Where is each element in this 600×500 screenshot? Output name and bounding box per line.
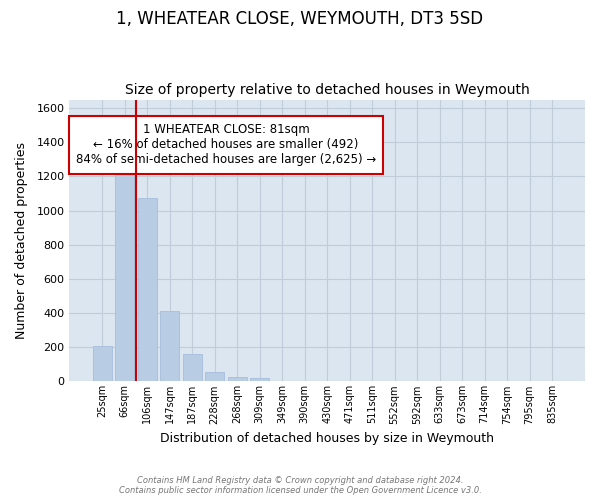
Bar	[205, 372, 224, 382]
Bar	[115, 172, 134, 382]
Bar	[93, 346, 112, 382]
Title: Size of property relative to detached houses in Weymouth: Size of property relative to detached ho…	[125, 83, 530, 97]
Bar	[182, 354, 202, 382]
Text: 1 WHEATEAR CLOSE: 81sqm
← 16% of detached houses are smaller (492)
84% of semi-d: 1 WHEATEAR CLOSE: 81sqm ← 16% of detache…	[76, 124, 376, 166]
Text: 1, WHEATEAR CLOSE, WEYMOUTH, DT3 5SD: 1, WHEATEAR CLOSE, WEYMOUTH, DT3 5SD	[116, 10, 484, 28]
Bar	[250, 378, 269, 382]
Text: Contains HM Land Registry data © Crown copyright and database right 2024.
Contai: Contains HM Land Registry data © Crown c…	[119, 476, 481, 495]
X-axis label: Distribution of detached houses by size in Weymouth: Distribution of detached houses by size …	[160, 432, 494, 445]
Y-axis label: Number of detached properties: Number of detached properties	[15, 142, 28, 339]
Bar	[160, 312, 179, 382]
Bar	[227, 377, 247, 382]
Bar	[138, 198, 157, 382]
